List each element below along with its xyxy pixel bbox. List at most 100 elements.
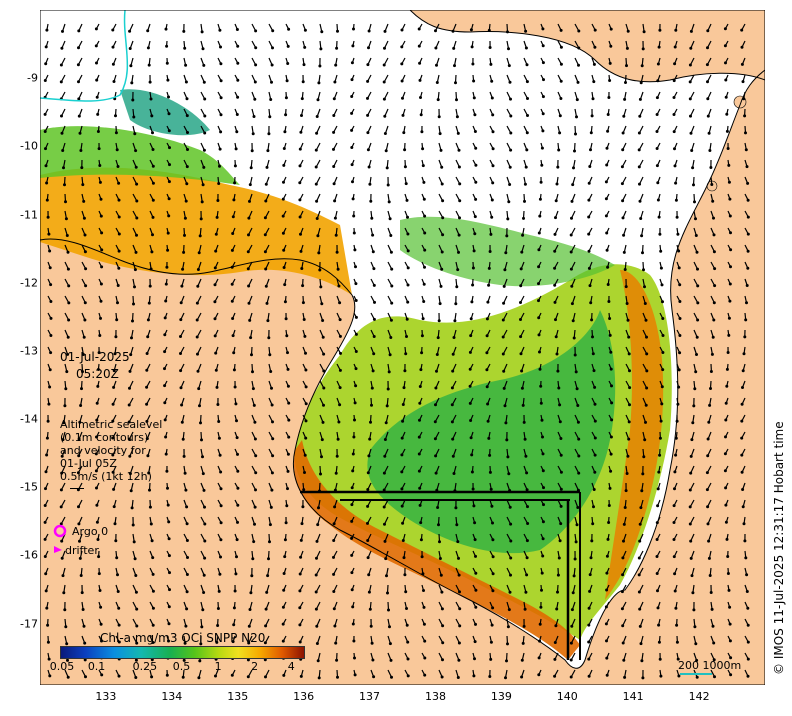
velocity-arrow-head: [264, 182, 268, 186]
velocity-arrow-head: [316, 234, 320, 238]
velocity-arrow-head: [606, 129, 610, 133]
velocity-arrow-head: [384, 557, 388, 561]
velocity-arrow-head: [116, 284, 120, 287]
velocity-arrow-head: [474, 554, 477, 558]
velocity-arrow-head: [351, 622, 355, 626]
velocity-arrow-head: [406, 300, 410, 304]
velocity-arrow-head: [553, 641, 557, 644]
velocity-arrow-head: [77, 454, 81, 458]
velocity-arrow-head: [452, 46, 456, 50]
velocity-arrow-head: [200, 438, 203, 442]
velocity-arrow-head: [577, 471, 581, 475]
velocity-arrow-head: [708, 149, 712, 152]
velocity-arrow-head: [728, 639, 732, 643]
velocity-arrow-head: [281, 231, 285, 235]
velocity-arrow-head: [236, 503, 240, 507]
velocity-arrow-head: [270, 80, 273, 84]
velocity-arrow-head: [246, 675, 250, 679]
velocity-arrow-head: [491, 147, 495, 151]
velocity-arrow-head: [249, 591, 253, 595]
velocity-arrow-head: [642, 455, 646, 459]
velocity-arrow-head: [181, 267, 185, 271]
velocity-arrow-head: [542, 503, 545, 507]
velocity-arrow-head: [271, 437, 275, 441]
velocity-arrow-head: [400, 62, 404, 66]
velocity-arrow-head: [372, 675, 376, 679]
velocity-arrow-head: [167, 95, 170, 99]
velocity-arrow-head: [247, 216, 251, 220]
velocity-arrow-head: [541, 537, 545, 541]
velocity-arrow-head: [659, 266, 663, 270]
velocity-arrow-head: [541, 27, 545, 31]
velocity-arrow-head: [263, 216, 267, 220]
velocity-arrow-head: [332, 182, 336, 186]
velocity-arrow-head: [202, 488, 206, 492]
velocity-arrow-head: [146, 335, 150, 339]
velocity-arrow-head: [319, 472, 322, 476]
velocity-arrow-head: [488, 250, 492, 253]
velocity-arrow-head: [43, 112, 47, 116]
velocity-arrow-head: [525, 573, 529, 577]
velocity-arrow-head: [60, 114, 63, 118]
velocity-arrow-head: [555, 182, 559, 186]
velocity-arrow-head: [282, 163, 286, 167]
velocity-arrow-head: [201, 608, 205, 612]
velocity-arrow-head: [610, 418, 614, 422]
velocity-arrow-head: [283, 300, 287, 304]
velocity-arrow-head: [610, 384, 613, 388]
velocity-arrow-head: [301, 301, 305, 305]
velocity-arrow-head: [538, 214, 542, 218]
velocity-arrow-head: [203, 539, 207, 543]
x-tick-label: 133: [95, 690, 117, 703]
velocity-arrow-head: [471, 283, 475, 287]
velocity-arrow-head: [744, 148, 748, 152]
velocity-arrow-head: [491, 181, 495, 185]
velocity-arrow-head: [300, 522, 304, 526]
velocity-arrow-head: [264, 267, 268, 271]
velocity-arrow-head: [60, 539, 64, 543]
velocity-arrow-head: [519, 352, 523, 356]
velocity-arrow-head: [486, 300, 490, 304]
velocity-arrow-head: [336, 29, 339, 33]
velocity-arrow-head: [673, 62, 677, 66]
velocity-arrow-head: [284, 521, 288, 525]
velocity-arrow-head: [117, 198, 121, 202]
velocity-arrow-head: [423, 639, 427, 643]
velocity-arrow-head: [607, 300, 611, 303]
colorbar-tick-label: 0.25: [132, 660, 158, 673]
velocity-arrow-head: [575, 115, 578, 119]
velocity-arrow-head: [46, 215, 50, 219]
velocity-arrow-head: [134, 165, 138, 169]
velocity-arrow-head: [283, 555, 287, 559]
velocity-arrow-head: [641, 47, 645, 51]
velocity-arrow-head: [59, 522, 63, 526]
velocity-arrow-head: [117, 249, 121, 253]
velocity-arrow-head: [146, 454, 150, 458]
velocity-arrow-head: [332, 539, 336, 542]
velocity-arrow-head: [661, 300, 664, 304]
velocity-arrow-head: [523, 199, 526, 203]
velocity-arrow-head: [234, 147, 238, 151]
velocity-arrow-head: [709, 591, 713, 594]
velocity-arrow-head: [740, 470, 744, 474]
velocity-arrow-head: [509, 114, 513, 118]
velocity-arrow-head: [421, 147, 425, 151]
velocity-arrow-head: [219, 113, 223, 117]
velocity-arrow-head: [524, 29, 528, 33]
velocity-arrow-head: [740, 419, 744, 423]
velocity-arrow-head: [203, 114, 207, 118]
velocity-arrow-head: [353, 248, 357, 252]
altimetry-legend: Altimetric sealevel (0.1m contours) and …: [60, 418, 162, 483]
velocity-arrow-head: [303, 334, 307, 338]
velocity-arrow-head: [591, 522, 595, 526]
velocity-arrow-head: [673, 572, 677, 576]
velocity-arrow-head: [196, 352, 199, 356]
velocity-arrow-head: [520, 386, 524, 390]
velocity-arrow-head: [587, 215, 591, 219]
velocity-arrow-head: [608, 61, 612, 65]
velocity-arrow-head: [406, 674, 410, 678]
velocity-arrow-head: [388, 625, 391, 629]
velocity-arrow-head: [441, 199, 445, 203]
velocity-arrow-head: [282, 572, 286, 575]
